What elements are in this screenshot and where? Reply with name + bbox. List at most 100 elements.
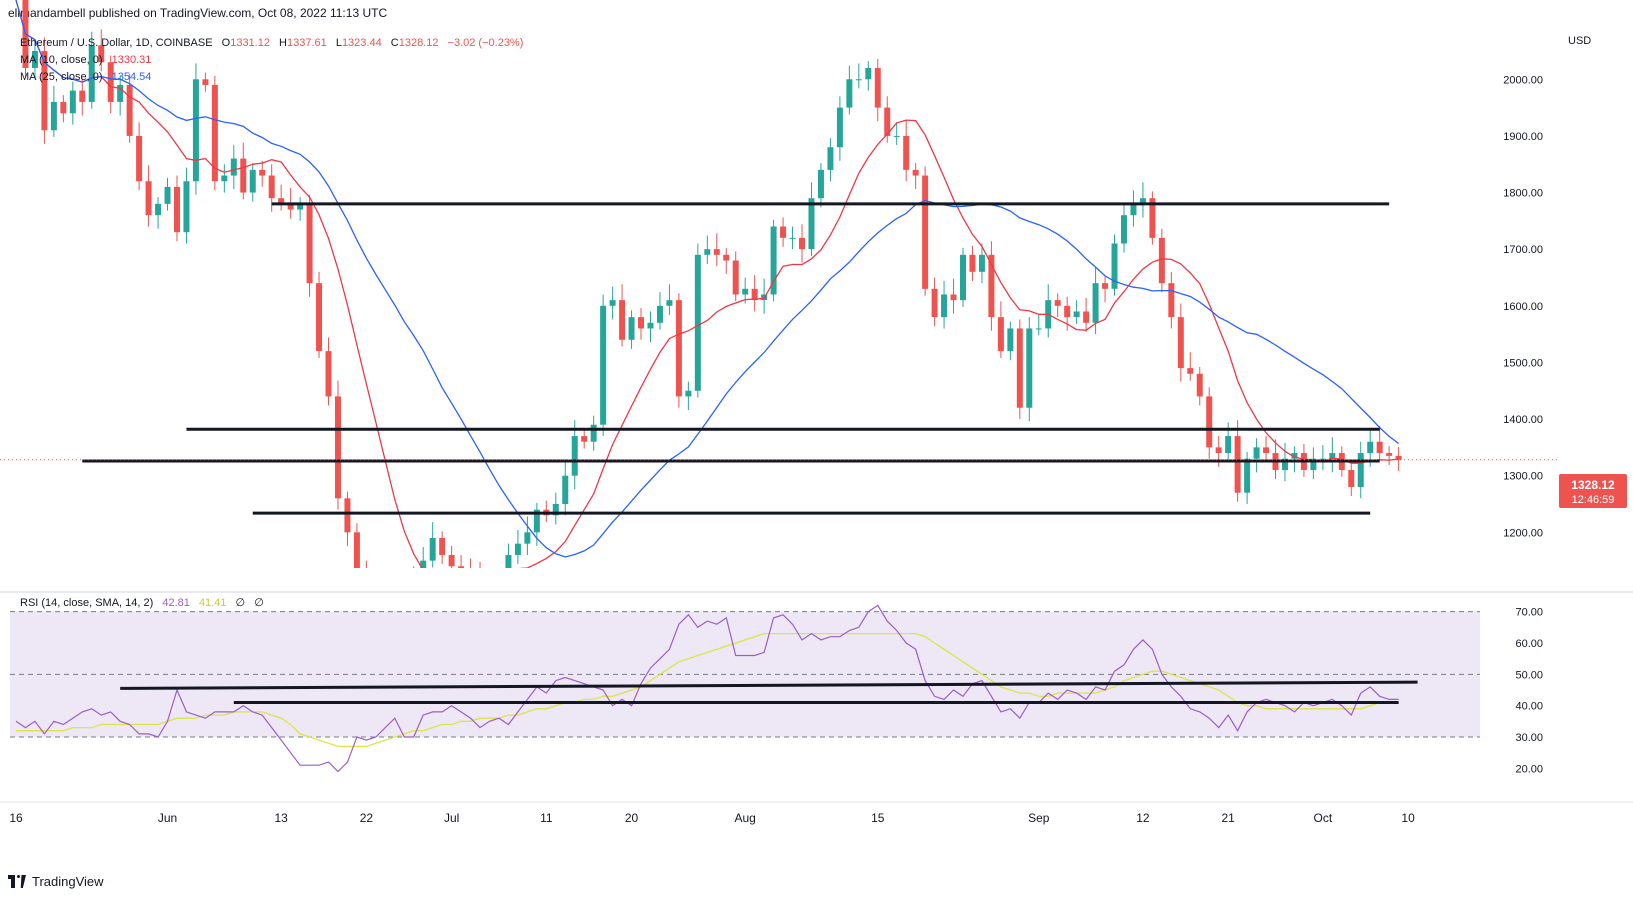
- brand-name: TradingView: [32, 874, 104, 889]
- candle-body: [221, 175, 228, 182]
- candle-body: [1291, 453, 1298, 459]
- price-tick-label: 2000.00: [1503, 74, 1543, 86]
- candle-body: [401, 589, 407, 600]
- x-axis: 16 Jun 13 22 Jul 11 20 Aug 15 Sep 12 21 Oct 10: [0, 801, 1633, 825]
- candle-body: [259, 169, 266, 176]
- x-tick-label: 10: [1401, 811, 1415, 825]
- candle-body: [183, 181, 190, 233]
- candle-body: [732, 260, 739, 295]
- last-price-value: 1328.12: [1571, 478, 1615, 492]
- candle-body: [1206, 396, 1213, 448]
- candle-body: [723, 254, 730, 261]
- x-tick-label: Sep: [1028, 811, 1050, 825]
- candle-body: [373, 589, 379, 590]
- candle-body: [136, 135, 143, 182]
- candle-body: [969, 254, 976, 272]
- candle-body: [429, 537, 436, 561]
- candle-body: [893, 135, 900, 137]
- candle-body: [1225, 436, 1232, 454]
- candle-body: [922, 175, 929, 289]
- price-tick-label: 1500.00: [1503, 357, 1543, 369]
- candle-body: [88, 45, 95, 102]
- candle-body: [628, 317, 635, 340]
- tradingview-brand[interactable]: TradingView: [8, 874, 104, 889]
- candle-body: [31, 50, 38, 68]
- candle-body: [647, 322, 654, 329]
- candle-body: [1016, 328, 1023, 408]
- candle-body: [638, 317, 645, 329]
- ma10-line: [15, 0, 1399, 568]
- candle-body: [988, 254, 995, 318]
- candle-body: [278, 198, 285, 204]
- candle-body: [1026, 328, 1033, 408]
- candle-body: [448, 554, 455, 567]
- candle-body: [268, 175, 275, 199]
- candle-body: [931, 288, 938, 318]
- price-tick-label: 1200.00: [1503, 527, 1543, 539]
- ma25-legend: MA (25, close, 0) 1354.54: [20, 71, 151, 83]
- candle-body: [1130, 203, 1137, 216]
- candle-body: [1263, 447, 1270, 454]
- candle-body: [1215, 447, 1222, 454]
- candle-body: [1367, 441, 1374, 454]
- last-price-label: 1328.12 12:46:59: [1559, 474, 1627, 508]
- candle-body: [202, 79, 209, 85]
- rsi-panel[interactable]: 70.00 60.00 50.00 40.00 30.00 20.00: [10, 604, 1543, 775]
- candle-body: [1329, 453, 1336, 459]
- candle-body: [316, 283, 323, 352]
- x-tick-label: 13: [274, 811, 288, 825]
- candle-body: [468, 572, 474, 578]
- x-tick-label: 20: [625, 811, 639, 825]
- candle-body: [1234, 436, 1241, 493]
- candle-body: [411, 578, 417, 601]
- candle-body: [656, 305, 663, 323]
- candle-body: [685, 390, 692, 397]
- candle-body: [552, 504, 559, 516]
- candle-body: [941, 294, 948, 318]
- rsi-sma-line: [16, 632, 1399, 748]
- symbol-title: Ethereum / U.S. Dollar, 1D, COINBASE O13…: [20, 37, 523, 49]
- candle-body: [789, 237, 796, 239]
- candle-body: [1083, 311, 1090, 323]
- candle-body: [978, 254, 985, 272]
- candle-body: [1158, 237, 1165, 284]
- candle-body: [704, 249, 711, 255]
- x-tick-label: 15: [871, 811, 885, 825]
- tradingview-logo-icon: [8, 875, 26, 888]
- candle-body: [562, 475, 569, 505]
- candle-body: [458, 566, 465, 568]
- candle-body: [780, 226, 787, 238]
- candle-body: [1073, 311, 1080, 318]
- rsi-tick-label: 30.00: [1515, 732, 1543, 744]
- x-tick-label: Aug: [735, 811, 756, 825]
- price-panel[interactable]: 2000.00 1900.00 1800.00 1700.00 1600.00 1500.…: [0, 0, 1559, 614]
- rsi-trend-line[interactable]: [120, 680, 1418, 690]
- rsi-tick-label: 40.00: [1515, 701, 1543, 713]
- candle-body: [884, 107, 891, 136]
- candle-body: [1054, 300, 1061, 306]
- candle-body: [41, 50, 48, 131]
- candle-body: [487, 595, 493, 601]
- candle-body: [903, 135, 910, 170]
- candle-body: [211, 84, 218, 182]
- rsi-tick-label: 70.00: [1515, 607, 1543, 619]
- candle-body: [524, 532, 531, 544]
- candle-body: [950, 294, 957, 301]
- candle-body: [60, 101, 67, 114]
- candle-body: [79, 90, 86, 102]
- candle-body: [126, 84, 133, 136]
- countdown-value: 12:46:59: [1572, 494, 1615, 506]
- candle-body: [287, 203, 294, 210]
- x-tick-label: 21: [1221, 811, 1235, 825]
- candle-body: [590, 424, 597, 442]
- candle-body: [874, 67, 881, 108]
- candle-body: [334, 396, 341, 499]
- candle-body: [1348, 470, 1355, 488]
- price-tick-label: 1600.00: [1503, 301, 1543, 313]
- candle-body: [1139, 198, 1146, 204]
- candle-body: [997, 317, 1004, 352]
- candle-body: [1187, 368, 1194, 374]
- candle-body: [609, 300, 616, 306]
- rsi-legend: RSI (14, close, SMA, 14, 2) 42.81 41.41 …: [20, 597, 264, 609]
